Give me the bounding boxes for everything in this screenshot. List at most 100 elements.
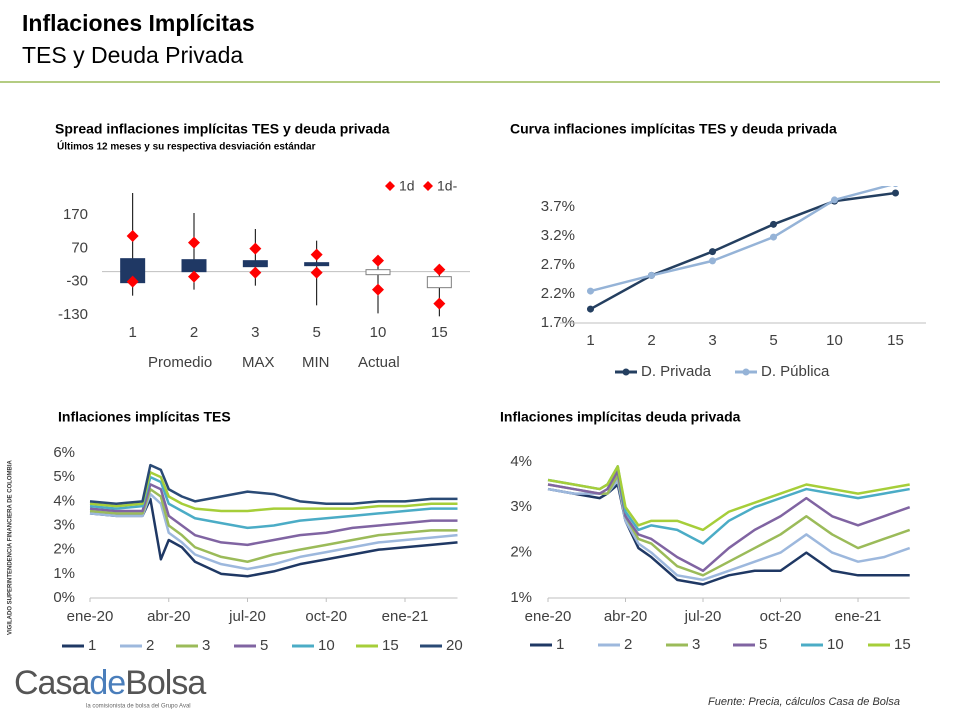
y-tick-label: 6% (53, 444, 75, 461)
plot (587, 186, 899, 313)
legend-label: 20 (446, 637, 463, 654)
x-tick-label: 5 (769, 332, 777, 349)
x-tick-label: 15 (431, 324, 448, 341)
legend-label: MAX (242, 354, 275, 371)
y-tick-label: -130 (58, 306, 88, 323)
series-line (547, 465, 910, 545)
legend-marker (385, 181, 395, 191)
legend-label: 3 (202, 637, 210, 654)
point (587, 287, 594, 295)
y-tick-label: 2.7% (541, 256, 575, 273)
series-line (89, 483, 458, 547)
legend-label: D. Pública (761, 363, 830, 380)
legend-label: Actual (358, 354, 400, 371)
logo-part: de (89, 664, 125, 702)
y-tick-label: 3% (53, 516, 75, 533)
x-tick-label: jul-20 (684, 608, 722, 625)
series-line (89, 463, 458, 505)
series-line (89, 471, 458, 513)
point (892, 186, 899, 188)
diamond (433, 263, 446, 276)
chart-title: Curva inflaciones implícitas TES y deuda… (510, 121, 837, 137)
legend-label: 3 (692, 636, 700, 653)
point (709, 248, 716, 256)
legend-label: 2 (146, 637, 154, 654)
diamond (188, 270, 200, 283)
legend-marker (742, 368, 750, 376)
x-tick-label: ene-21 (382, 608, 429, 625)
legend-label: D. Privada (641, 363, 712, 380)
y-tick-label: 3.2% (541, 227, 575, 244)
x-tick-label: jul-20 (228, 608, 266, 625)
slide-subtitle: TES y Deuda Privada (22, 42, 243, 68)
legend-marker (622, 368, 630, 376)
series-line (547, 465, 910, 532)
diamond (310, 248, 323, 261)
point (587, 305, 594, 313)
diamond (126, 230, 139, 242)
y-tick-label: 2% (510, 544, 532, 561)
box (426, 276, 452, 289)
x-tick-label: ene-20 (67, 608, 114, 625)
x-tick-label: 1 (586, 332, 594, 349)
series-line (589, 191, 896, 311)
x-tick-label: 1 (128, 324, 136, 341)
y-tick-label: 70 (71, 239, 88, 256)
diamond (372, 283, 384, 296)
series-line (89, 497, 458, 578)
diamond (188, 236, 200, 249)
y-tick-label: 3.7% (541, 198, 575, 215)
logo: CasadeBolsa (14, 664, 206, 702)
point (770, 220, 777, 228)
x-tick-label: ene-21 (835, 608, 882, 625)
y-tick-label: 4% (510, 453, 532, 470)
series-line (547, 478, 911, 582)
source: Fuente: Precia, cálculos Casa de Bolsa (708, 696, 900, 708)
legend-label: MIN (302, 354, 330, 371)
logo-part: Bolsa (125, 664, 206, 702)
x-tick-label: 3 (708, 332, 716, 349)
box (242, 260, 268, 268)
series-line (89, 492, 458, 571)
legend-label: Promedio (148, 354, 212, 371)
box (181, 259, 207, 273)
slide-title: Inflaciones Implícitas (22, 10, 255, 36)
diamond (249, 266, 262, 279)
y-tick-label: 170 (63, 206, 88, 223)
x-tick-label: 15 (887, 332, 904, 349)
legend-label: 5 (260, 637, 268, 654)
point (831, 196, 838, 204)
x-tick-label: abr-20 (147, 608, 190, 625)
diamond (372, 254, 384, 267)
chart-title: Inflaciones implícitas TES (58, 409, 231, 425)
legend-label: 1 (88, 637, 96, 654)
point (770, 233, 777, 241)
x-tick-label: 10 (826, 332, 843, 349)
side-text: VIGILADO SUPERINTENDENCIA FINANCIERA DE … (8, 459, 14, 635)
diamond (126, 275, 139, 288)
legend-label: 1 (556, 636, 564, 653)
y-tick-label: 0% (53, 589, 75, 606)
y-tick-label: 4% (53, 492, 75, 509)
series-line (547, 483, 910, 586)
series-line (590, 186, 892, 293)
y-tick-label: 1% (510, 589, 532, 606)
x-tick-label: oct-20 (760, 608, 802, 625)
logo-part: Casa (14, 664, 90, 702)
legend-label: 15 (894, 636, 911, 653)
x-tick-label: 2 (647, 332, 655, 349)
series-line (547, 474, 911, 577)
y-tick-label: 3% (510, 498, 532, 515)
series-line (89, 488, 458, 563)
x-tick-label: 5 (312, 324, 320, 341)
series-line (547, 469, 911, 573)
y-tick-label: 5% (53, 468, 75, 485)
legend-label: 1d (399, 178, 415, 194)
chart-subtitle: Últimos 12 meses y su respectiva desviac… (57, 140, 316, 153)
y-tick-label: -30 (66, 273, 88, 290)
chart-title: Inflaciones implícitas deuda privada (500, 409, 741, 425)
chart-title: Spread inflaciones implícitas TES y deud… (55, 121, 390, 137)
legend-label: 15 (382, 637, 399, 654)
point (709, 257, 716, 265)
diamond (433, 297, 446, 310)
